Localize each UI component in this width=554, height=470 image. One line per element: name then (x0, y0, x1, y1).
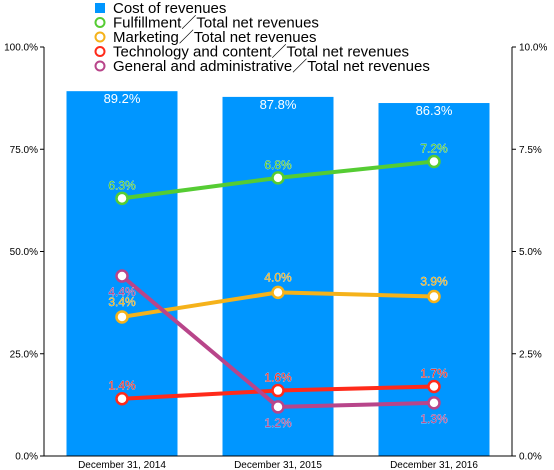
data-point (271, 171, 285, 185)
legend-swatch-line (94, 17, 106, 28)
y-right-tick-label: 2.5% (519, 349, 542, 360)
point-data-label: 4.4% (108, 285, 136, 299)
data-point (427, 154, 441, 169)
point-data-label: 7.2% (420, 142, 448, 156)
data-point (115, 269, 129, 283)
point-data-label: 1.6% (264, 371, 292, 385)
x-tick-label: December 31, 2014 (78, 460, 166, 470)
legend-label: Cost of revenues (113, 0, 226, 17)
legend-swatch-line (94, 60, 106, 72)
data-point (427, 289, 441, 304)
legend-swatch-bar (95, 3, 105, 13)
point-data-label: 1.7% (420, 366, 448, 380)
data-point (115, 191, 129, 206)
bar-data-label: 87.8% (260, 97, 297, 112)
point-data-label: 1.2% (264, 416, 292, 430)
data-point (115, 310, 129, 324)
legend-label: Fulfillment／Total net revenues (113, 15, 319, 32)
bar-data-label: 89.2% (104, 91, 141, 106)
legend-label: General and administrative／Total net rev… (113, 58, 430, 75)
data-point (427, 396, 441, 410)
axes: 0.0% 25.0% 50.0% 75.0% 100.0% 0.0% 2.5% 5.0% 7.5… (4, 43, 547, 470)
data-point (271, 383, 285, 398)
point-data-label: 6.3% (108, 178, 136, 192)
y-left-tick-label: 25.0% (10, 349, 38, 360)
point-data-label: 3.4% (108, 295, 136, 309)
x-tick-label: December 31, 2015 (234, 460, 322, 470)
y-left-tick-label: 50.0% (10, 247, 38, 258)
y-right-tick-label: 5.0% (519, 247, 542, 258)
point-data-label: 1.3% (420, 412, 448, 426)
data-point (271, 400, 285, 414)
x-tick-label: December 31, 2016 (390, 460, 478, 470)
legend-label: Marketing／Total net revenues (113, 29, 316, 46)
data-point (427, 379, 441, 394)
point-data-label: 3.9% (420, 274, 448, 288)
bar-data-label: 86.3% (416, 103, 453, 118)
legend-swatch-line (94, 31, 106, 43)
point-data-label: 6.8% (264, 158, 292, 172)
data-point (115, 391, 129, 406)
data-point (271, 285, 285, 300)
point-data-label: 1.4% (108, 379, 136, 393)
line-group: 6.3% 6.8% 7.2% 3.4% 4.0% 3.9% 1.4% 1.6% 1.7% 4.4%… (108, 141, 448, 430)
legend-label: Technology and content／Total net revenue… (113, 44, 409, 61)
y-right-tick-label: 7.5% (519, 145, 542, 156)
y-right-tick-label: 0.0% (519, 452, 542, 463)
y-left-tick-label: 75.0% (10, 145, 38, 156)
legend-swatch-line (94, 46, 106, 57)
y-right-tick-label: 10.0% (519, 43, 547, 54)
y-left-tick-label: 100.0% (4, 43, 38, 54)
point-data-label: 4.0% (264, 270, 292, 284)
y-left-tick-label: 0.0% (15, 452, 38, 463)
